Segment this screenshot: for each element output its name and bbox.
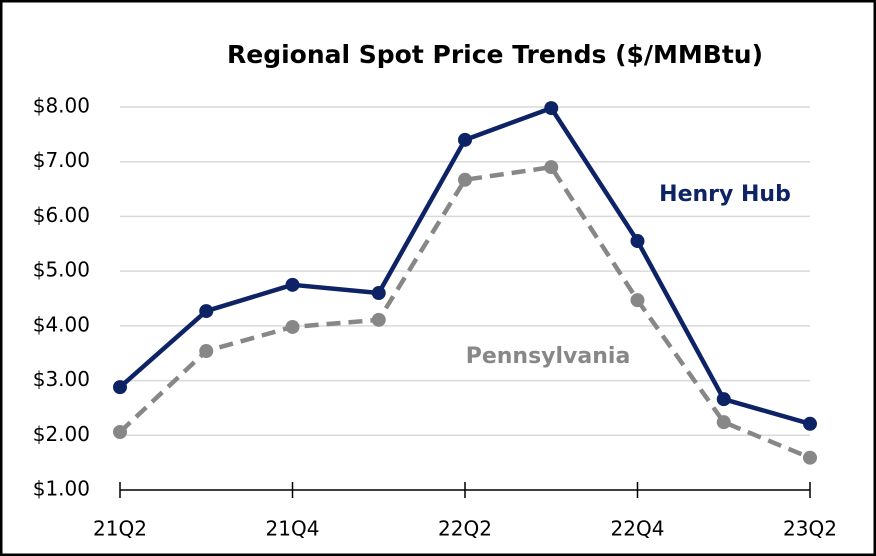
x-tick-label: 21Q4: [266, 517, 320, 541]
series-label: Henry Hub: [659, 182, 791, 207]
y-tick-label: $3.00: [33, 367, 90, 391]
series-label: Pennsylvania: [466, 344, 631, 369]
x-tick-label: 22Q4: [611, 517, 665, 541]
data-point: [113, 380, 127, 395]
y-tick-label: $8.00: [33, 94, 90, 118]
data-point: [716, 415, 731, 430]
chart-title: Regional Spot Price Trends ($/MMBtu): [227, 40, 763, 69]
data-point: [285, 319, 300, 334]
y-tick-label: $2.00: [33, 422, 90, 446]
data-point: [199, 304, 214, 319]
y-tick-label: $6.00: [33, 203, 90, 227]
series-line: [118, 164, 811, 460]
data-point: [544, 160, 559, 175]
data-point: [716, 392, 731, 407]
y-tick-label: $4.00: [33, 312, 90, 336]
y-tick-label: $1.00: [33, 477, 90, 501]
x-tick-label: 23Q2: [783, 517, 837, 541]
x-tick-label: 22Q2: [438, 517, 492, 541]
data-point: [544, 101, 559, 116]
y-tick-label: $5.00: [33, 258, 90, 282]
data-point: [113, 425, 127, 440]
data-point: [371, 312, 386, 327]
data-point: [458, 132, 472, 147]
data-point: [458, 172, 472, 187]
data-point: [285, 277, 300, 292]
data-point: [803, 450, 817, 465]
data-point: [630, 234, 645, 249]
y-tick-label: $7.00: [33, 148, 90, 172]
data-point: [371, 286, 386, 301]
x-tick-label: 21Q2: [93, 517, 147, 541]
data-point: [803, 416, 817, 431]
data-point: [630, 293, 645, 308]
data-point: [199, 344, 214, 359]
